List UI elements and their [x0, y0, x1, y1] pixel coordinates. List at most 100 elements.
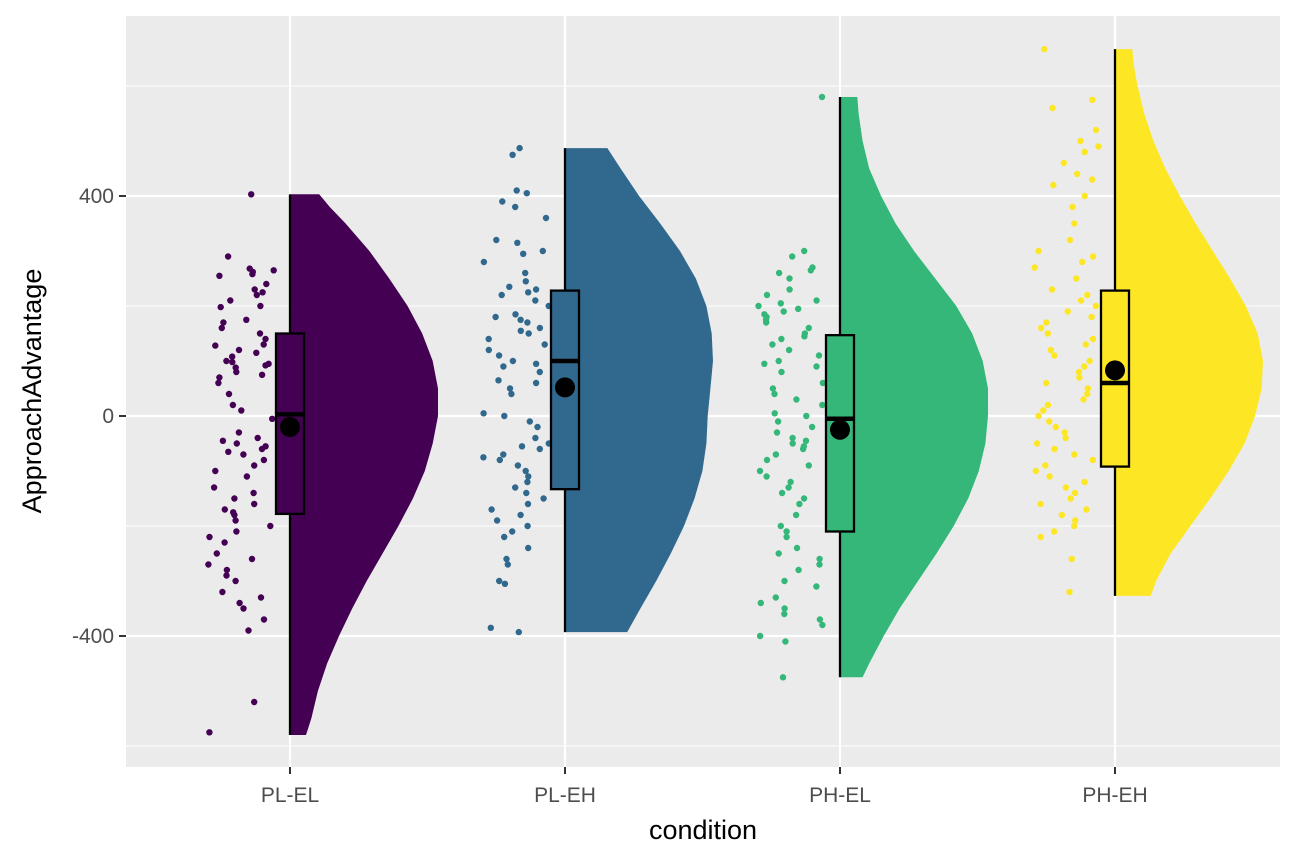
data-point: [223, 572, 230, 579]
data-point: [512, 311, 519, 318]
data-point: [251, 698, 258, 706]
data-point: [232, 577, 239, 585]
data-point: [780, 308, 787, 315]
data-point: [205, 561, 212, 568]
data-point: [1066, 236, 1074, 244]
data-point: [254, 434, 261, 442]
mean-point: [1105, 360, 1125, 381]
data-point: [206, 533, 213, 541]
data-point: [805, 462, 812, 469]
data-point: [501, 412, 508, 420]
data-point: [206, 729, 213, 736]
data-point: [245, 627, 252, 634]
data-point: [774, 418, 782, 425]
data-point: [520, 250, 527, 257]
data-point: [787, 478, 794, 486]
data-point: [813, 363, 820, 370]
data-point: [1031, 264, 1038, 271]
data-point: [258, 445, 266, 453]
data-point: [1037, 500, 1044, 508]
data-point: [771, 410, 778, 417]
data-point: [495, 377, 502, 384]
data-point: [1052, 423, 1060, 431]
data-point: [1047, 346, 1055, 354]
data-point: [504, 561, 511, 568]
data-point: [775, 550, 782, 557]
data-point: [819, 621, 826, 629]
data-point: [756, 632, 764, 640]
data-point: [1064, 308, 1071, 315]
data-point: [763, 291, 771, 299]
data-point: [819, 379, 827, 387]
data-point: [525, 330, 532, 337]
data-point: [1066, 588, 1073, 596]
y-tick-label: 400: [79, 185, 114, 208]
data-point: [522, 269, 529, 277]
data-point: [772, 594, 779, 601]
data-point: [771, 390, 778, 398]
x-axis-title: condition: [649, 815, 757, 845]
data-point: [536, 368, 543, 376]
data-point: [793, 396, 800, 403]
data-point: [818, 93, 826, 101]
data-point: [212, 342, 219, 349]
data-point: [508, 390, 515, 398]
data-point: [522, 467, 529, 475]
data-point: [534, 423, 541, 431]
data-point: [236, 599, 243, 607]
data-point: [260, 456, 268, 464]
data-point: [789, 253, 796, 260]
data-point: [260, 616, 268, 623]
data-point: [517, 327, 524, 334]
data-point: [220, 319, 227, 326]
data-point: [514, 239, 521, 246]
axes: -400 0 400 PL-EL PL-EH PH-EL PH-EH: [72, 185, 1148, 807]
data-point: [1088, 176, 1096, 183]
data-point: [232, 517, 239, 524]
data-point: [1089, 456, 1097, 464]
data-point: [1082, 341, 1089, 348]
data-point: [1058, 511, 1066, 519]
data-point: [1051, 445, 1058, 453]
data-point: [801, 333, 808, 340]
data-point: [515, 628, 522, 636]
data-point: [496, 456, 503, 464]
data-point: [789, 434, 796, 442]
data-point: [262, 335, 269, 343]
data-point: [540, 495, 547, 502]
data-point: [1042, 379, 1050, 387]
data-point: [1046, 418, 1053, 425]
data-point: [819, 401, 826, 409]
data-point: [250, 489, 257, 497]
data-point: [219, 588, 226, 596]
data-point: [506, 385, 514, 392]
data-point: [781, 577, 788, 585]
data-point: [1084, 390, 1091, 398]
data-point: [779, 674, 787, 681]
data-point: [805, 324, 812, 332]
data-point: [1080, 396, 1087, 403]
data-point: [501, 580, 509, 587]
data-point: [1061, 429, 1068, 436]
data-point: [216, 272, 223, 279]
data-point: [240, 605, 247, 612]
y-tick-label: 0: [102, 405, 114, 428]
data-point: [1076, 374, 1083, 381]
data-point: [541, 341, 548, 348]
data-point: [523, 489, 530, 497]
data-point: [1037, 533, 1044, 541]
x-tick-label: PH-EL: [809, 784, 871, 807]
data-point: [781, 605, 788, 612]
data-point: [1046, 473, 1053, 480]
data-point: [532, 286, 540, 293]
data-point: [525, 289, 532, 296]
data-point: [496, 577, 503, 585]
data-point: [249, 270, 256, 278]
data-point: [761, 360, 768, 367]
data-point: [270, 267, 277, 274]
series-PH-EH: [1031, 45, 1263, 596]
data-point: [803, 412, 810, 420]
data-point: [1083, 506, 1090, 513]
data-point: [1081, 478, 1088, 486]
